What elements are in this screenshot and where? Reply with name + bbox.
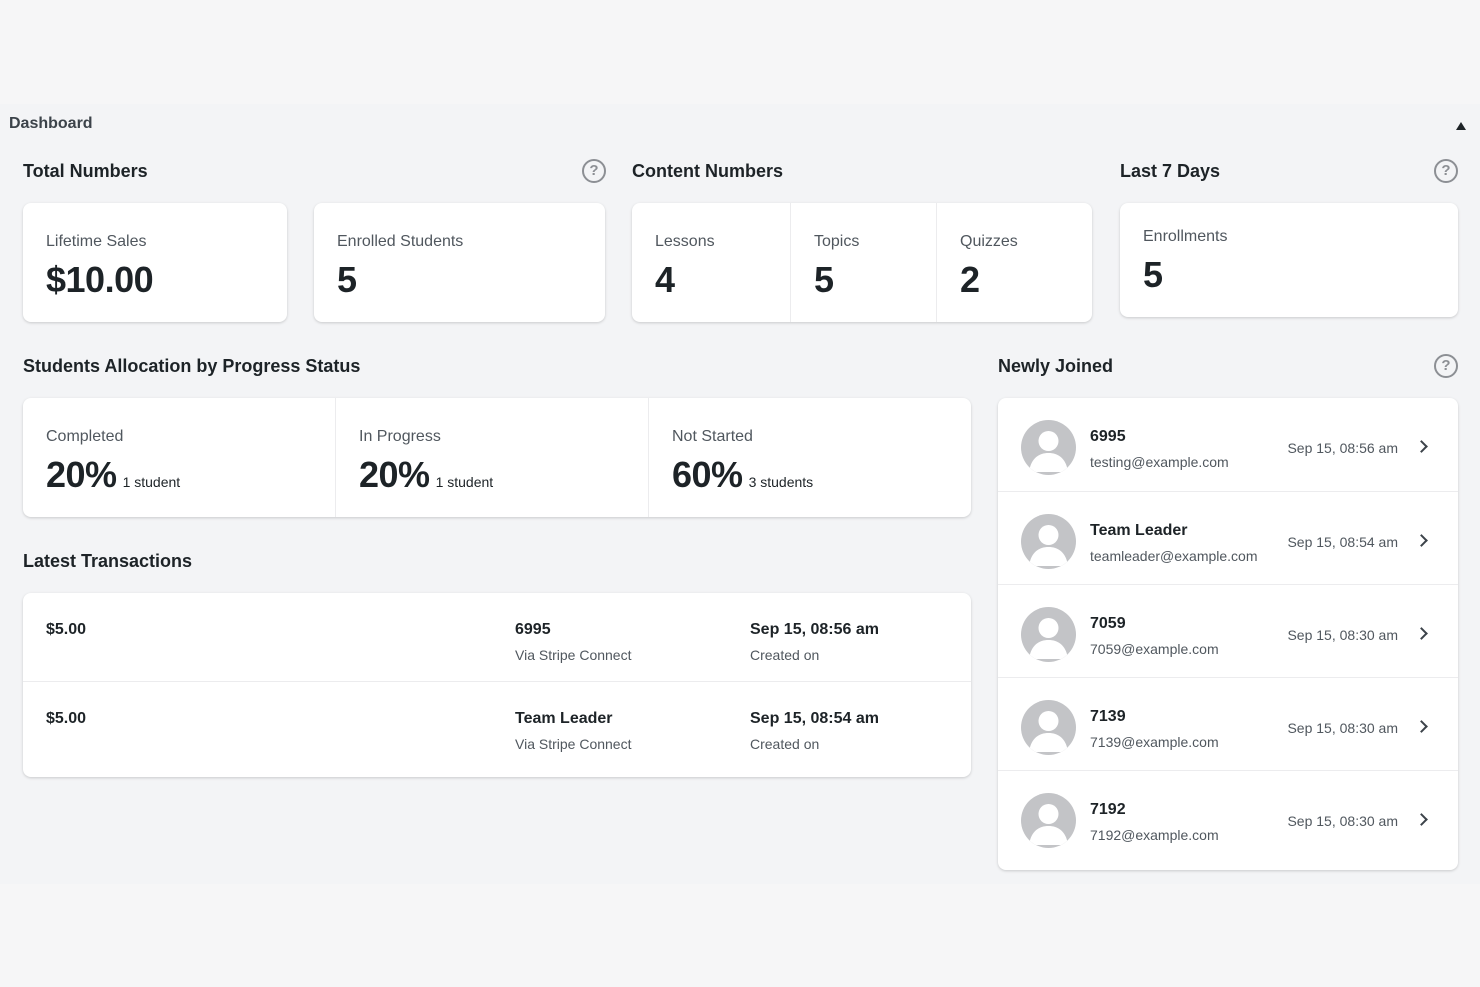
stat-label: Completed (46, 428, 124, 445)
user-email: testing@example.com (1090, 454, 1229, 470)
transaction-row: $5.00 6995 Via Stripe Connect Sep 15, 08… (23, 593, 971, 685)
completed-cell: Completed 20% 1 student (23, 398, 335, 517)
stat-label: Enrolled Students (337, 233, 464, 250)
dashboard-panel: Dashboard Total Numbers ? Lifetime Sales… (0, 104, 1480, 884)
progress-status-card: Completed 20% 1 student In Progress 20% 1 … (23, 398, 971, 517)
latest-transactions-title: Latest Transactions (23, 551, 193, 571)
chevron-right-icon[interactable] (1415, 627, 1428, 640)
chevron-right-icon[interactable] (1415, 534, 1428, 547)
user-email: 7059@example.com (1090, 641, 1219, 657)
enrolled-students-card: Enrolled Students 5 (314, 203, 605, 322)
stat-value: 2 (960, 259, 980, 300)
stat-label: Not Started (672, 428, 753, 445)
stat-label: Topics (814, 233, 860, 250)
user-list-item[interactable]: Team Leader teamleader@example.com Sep 1… (998, 491, 1458, 584)
stat-value: $10.00 (46, 259, 154, 300)
enrollments-card: Enrollments 5 (1120, 203, 1458, 317)
user-name: Team Leader (1090, 522, 1188, 539)
triangle-up-icon[interactable] (1456, 122, 1466, 130)
panel-title: Dashboard (9, 115, 93, 132)
user-email: 7139@example.com (1090, 734, 1219, 750)
student-count: 1 student (435, 474, 494, 490)
transaction-date-label: Created on (750, 647, 820, 663)
transaction-user: 6995 (515, 621, 551, 638)
stat-label: Enrollments (1143, 228, 1228, 245)
default-avatar-icon (1021, 700, 1076, 755)
user-list-item[interactable]: 6995 testing@example.com Sep 15, 08:56 a… (998, 398, 1458, 491)
percent-value: 60% (672, 454, 743, 495)
stat-label: Lessons (655, 233, 715, 250)
chevron-right-icon[interactable] (1415, 720, 1428, 733)
percent-value: 20% (46, 454, 117, 495)
in-progress-cell: In Progress 20% 1 student (335, 398, 648, 517)
stat-label: Lifetime Sales (46, 233, 147, 250)
lifetime-sales-card: Lifetime Sales $10.00 (23, 203, 287, 322)
lessons-cell: Lessons 4 (632, 203, 790, 322)
transaction-date-label: Created on (750, 736, 820, 752)
newly-joined-card: 6995 testing@example.com Sep 15, 08:56 a… (998, 398, 1458, 870)
transaction-date: Sep 15, 08:56 am (750, 621, 879, 638)
user-join-date: Sep 15, 08:30 am (1287, 813, 1398, 829)
chevron-right-icon[interactable] (1415, 440, 1428, 453)
help-circle-icon[interactable]: ? (582, 159, 606, 183)
transaction-user: Team Leader (515, 710, 613, 727)
student-count: 3 students (748, 474, 814, 490)
transaction-row: $5.00 Team Leader Via Stripe Connect Sep… (23, 681, 971, 773)
transaction-method: Via Stripe Connect (515, 736, 632, 752)
transaction-date: Sep 15, 08:54 am (750, 710, 879, 727)
stat-label: In Progress (359, 428, 441, 445)
transaction-method: Via Stripe Connect (515, 647, 632, 663)
default-avatar-icon (1021, 793, 1076, 848)
user-join-date: Sep 15, 08:30 am (1287, 627, 1398, 643)
stat-value: 4 (655, 259, 675, 300)
newly-joined-title: Newly Joined (998, 356, 1114, 376)
content-numbers-title: Content Numbers (632, 161, 784, 181)
total-numbers-title: Total Numbers (23, 161, 148, 181)
user-name: 6995 (1090, 428, 1126, 445)
progress-status-title: Students Allocation by Progress Status (23, 356, 361, 376)
default-avatar-icon (1021, 514, 1076, 569)
transactions-card: $5.00 6995 Via Stripe Connect Sep 15, 08… (23, 593, 971, 777)
user-list-item[interactable]: 7139 7139@example.com Sep 15, 08:30 am (998, 677, 1458, 770)
topics-cell: Topics 5 (790, 203, 936, 322)
stat-value: 5 (337, 259, 357, 300)
stat-value: 5 (814, 259, 834, 300)
transaction-amount: $5.00 (46, 710, 87, 727)
transaction-amount: $5.00 (46, 621, 87, 638)
default-avatar-icon (1021, 607, 1076, 662)
quizzes-cell: Quizzes 2 (936, 203, 1092, 322)
default-avatar-icon (1021, 420, 1076, 475)
user-join-date: Sep 15, 08:54 am (1287, 534, 1398, 550)
stat-value: 5 (1143, 254, 1163, 295)
user-join-date: Sep 15, 08:56 am (1287, 440, 1398, 456)
help-circle-icon[interactable]: ? (1434, 354, 1458, 378)
help-circle-icon[interactable]: ? (1434, 159, 1458, 183)
user-name: 7059 (1090, 615, 1126, 632)
user-list-item[interactable]: 7192 7192@example.com Sep 15, 08:30 am (998, 770, 1458, 863)
last-7-days-title: Last 7 Days (1120, 161, 1221, 181)
user-name: 7192 (1090, 801, 1126, 818)
percent-value: 20% (359, 454, 430, 495)
user-name: 7139 (1090, 708, 1126, 725)
user-email: teamleader@example.com (1090, 548, 1258, 564)
user-email: 7192@example.com (1090, 827, 1219, 843)
user-join-date: Sep 15, 08:30 am (1287, 720, 1398, 736)
not-started-cell: Not Started 60% 3 students (648, 398, 971, 517)
student-count: 1 student (122, 474, 181, 490)
stat-label: Quizzes (960, 233, 1018, 250)
chevron-right-icon[interactable] (1415, 813, 1428, 826)
user-list-item[interactable]: 7059 7059@example.com Sep 15, 08:30 am (998, 584, 1458, 677)
content-numbers-card: Lessons 4 Topics 5 Quizzes 2 (632, 203, 1092, 322)
